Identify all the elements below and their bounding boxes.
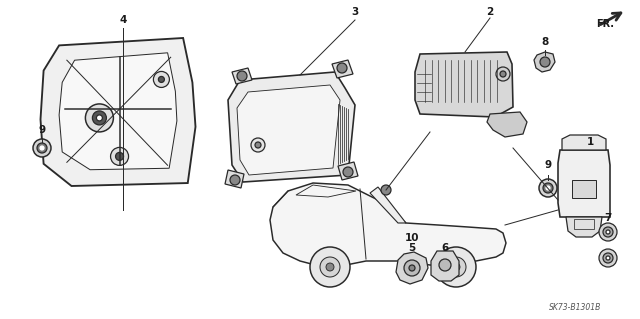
Circle shape [159,77,164,82]
Circle shape [320,257,340,277]
Circle shape [337,63,347,73]
Circle shape [603,227,613,237]
Circle shape [606,256,610,260]
Circle shape [381,185,391,195]
Polygon shape [370,187,406,223]
Circle shape [603,253,613,263]
Text: FR.: FR. [596,19,614,29]
Text: 3: 3 [351,7,358,17]
Text: 7: 7 [604,213,612,223]
Polygon shape [237,85,340,175]
Circle shape [446,257,466,277]
Text: 2: 2 [486,7,493,17]
Text: 10: 10 [404,233,419,243]
Circle shape [85,104,113,132]
Circle shape [230,175,240,185]
Polygon shape [534,52,555,72]
Text: 8: 8 [541,37,548,47]
Circle shape [439,259,451,271]
Polygon shape [338,162,358,180]
Circle shape [40,146,44,150]
Polygon shape [270,183,506,267]
Circle shape [255,142,261,148]
Circle shape [452,263,460,271]
Circle shape [500,71,506,77]
Polygon shape [415,52,513,117]
Circle shape [116,152,124,160]
Text: 9: 9 [38,125,45,135]
Circle shape [496,67,510,81]
Circle shape [409,265,415,271]
Circle shape [37,143,47,153]
Bar [572,180,596,198]
Circle shape [404,260,420,276]
Text: 6: 6 [442,243,449,253]
Polygon shape [232,68,252,84]
Circle shape [599,249,617,267]
Polygon shape [562,135,606,150]
Polygon shape [40,38,195,186]
Text: SK73-B1301B: SK73-B1301B [549,303,601,313]
Bar [574,219,594,229]
Circle shape [326,263,334,271]
Circle shape [310,247,350,287]
Circle shape [543,183,553,193]
Circle shape [33,139,51,157]
Circle shape [606,230,610,234]
Circle shape [111,147,129,165]
Circle shape [97,115,102,121]
Text: 5: 5 [408,243,415,253]
Polygon shape [225,170,244,188]
Polygon shape [558,150,610,217]
Polygon shape [566,217,602,237]
Circle shape [539,179,557,197]
Text: 4: 4 [119,15,127,25]
Polygon shape [396,252,428,284]
Text: 1: 1 [586,137,594,147]
Text: 9: 9 [545,160,552,170]
Circle shape [251,138,265,152]
Circle shape [546,186,550,190]
Polygon shape [59,53,177,170]
Polygon shape [228,72,355,182]
Circle shape [154,71,170,87]
Polygon shape [487,112,527,137]
Polygon shape [332,60,353,78]
Circle shape [237,71,247,81]
Circle shape [343,167,353,177]
Polygon shape [431,251,459,281]
Circle shape [540,57,550,67]
Circle shape [436,247,476,287]
Circle shape [599,223,617,241]
Circle shape [92,111,106,125]
